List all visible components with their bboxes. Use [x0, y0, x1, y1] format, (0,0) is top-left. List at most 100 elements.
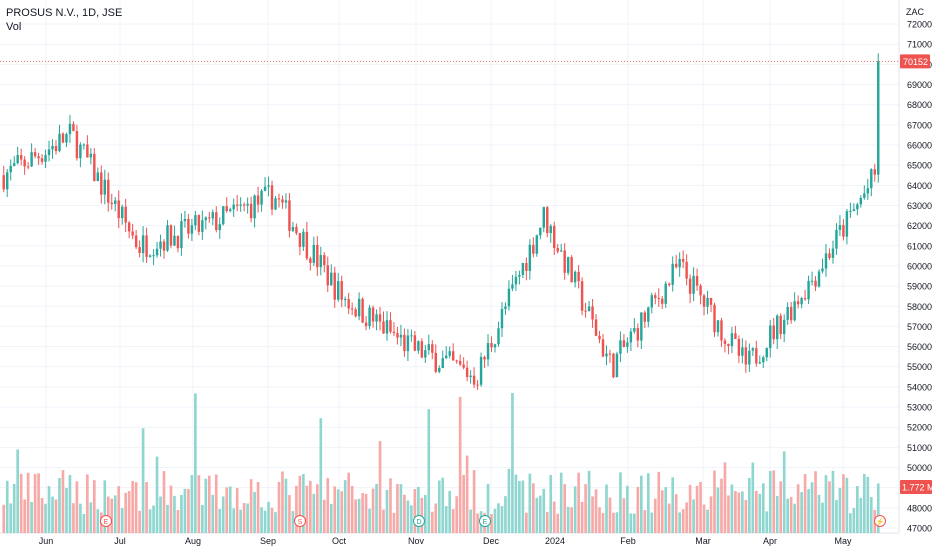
volume-bar — [580, 501, 584, 533]
volume-bar — [434, 503, 438, 533]
volume-bar — [727, 495, 730, 533]
candle-body — [284, 200, 288, 203]
candle-body — [626, 342, 629, 347]
volume-bar — [194, 393, 197, 533]
candle-body — [389, 320, 392, 332]
y-tick-label: 66000 — [907, 141, 932, 151]
candle-body — [559, 250, 563, 252]
candle-body — [476, 384, 479, 386]
candle-body — [580, 281, 584, 311]
volume-bar — [173, 495, 176, 533]
volume-bar — [309, 480, 312, 533]
y-tick-label: 55000 — [907, 362, 932, 372]
volume-bar — [148, 509, 152, 533]
volume-bar — [507, 468, 511, 533]
candle-body — [134, 235, 138, 248]
candle-body — [699, 285, 702, 296]
volume-label: Vol — [6, 21, 22, 33]
candle-body — [323, 255, 326, 266]
candle-body — [723, 340, 727, 344]
volume-bar — [319, 418, 323, 533]
volume-bar — [47, 486, 51, 533]
volume-bar — [124, 492, 128, 533]
volume-bar — [817, 494, 821, 533]
candle-body — [511, 284, 514, 289]
x-tick-label: 2024 — [545, 536, 565, 546]
candle-body — [500, 308, 504, 329]
volume-bar — [159, 496, 162, 533]
candle-body — [176, 235, 180, 249]
volume-bar — [660, 490, 664, 533]
candle-body — [716, 320, 720, 333]
volume-bar — [674, 494, 678, 533]
candle-body — [89, 153, 93, 158]
volume-bar — [709, 496, 713, 533]
volume-bar — [197, 475, 201, 533]
volume-bar — [288, 495, 291, 533]
candle-body — [180, 221, 183, 249]
volume-bar — [486, 484, 490, 533]
volume-bar — [737, 492, 741, 533]
candle-body — [601, 339, 605, 357]
candle-body — [730, 333, 734, 347]
x-tick-label: Dec — [483, 536, 500, 546]
volume-bar — [587, 470, 591, 533]
candle-body — [800, 298, 803, 305]
event-marker-label: ⚡ — [876, 517, 885, 526]
x-tick-label: Jun — [39, 536, 54, 546]
candle-body — [127, 222, 131, 232]
candle-body — [535, 235, 539, 254]
volume-bar — [253, 491, 256, 533]
candle-body — [58, 133, 61, 152]
candle-body — [873, 169, 876, 175]
volume-bar — [61, 470, 65, 533]
volume-bar — [535, 497, 539, 533]
candle-body — [434, 352, 437, 372]
candle-body — [490, 343, 493, 348]
candle-body — [566, 257, 570, 273]
volume-bar — [842, 474, 845, 533]
volume-bar — [566, 506, 570, 533]
volume-bar — [545, 512, 549, 533]
volume-bar — [612, 512, 615, 533]
volume-bar — [713, 470, 716, 533]
volume-bar — [141, 428, 145, 533]
volume-bar — [779, 481, 783, 533]
candle-body — [159, 241, 162, 249]
x-tick-label: Mar — [695, 536, 711, 546]
candle-body — [605, 353, 608, 357]
volume-bar — [218, 508, 222, 533]
candle-body — [727, 343, 730, 347]
volume-bar — [608, 497, 612, 533]
volume-bar — [754, 490, 758, 533]
volume-bar — [500, 506, 504, 533]
volume-bar — [786, 498, 789, 533]
volume-bar — [577, 472, 580, 533]
last-price-badge — [900, 54, 930, 69]
candle-body — [354, 309, 357, 317]
volume-bar — [772, 470, 776, 533]
candle-body — [448, 351, 451, 356]
candle-body — [103, 179, 107, 195]
volume-bar — [869, 497, 873, 533]
y-tick-label: 63000 — [907, 201, 932, 211]
candle-body — [343, 299, 347, 301]
volume-bar — [86, 474, 89, 533]
volume-bar — [758, 493, 762, 533]
candle-body — [336, 281, 340, 300]
candle-body — [298, 233, 302, 247]
candle-body — [546, 207, 549, 234]
volume-bar — [40, 498, 44, 533]
volume-bar — [849, 513, 852, 533]
volume-bar — [138, 510, 141, 533]
volume-bar — [117, 486, 121, 533]
volume-bar — [33, 473, 37, 533]
volume-bar — [828, 481, 831, 533]
volume-bar — [291, 511, 295, 533]
volume-bar — [437, 480, 441, 533]
volume-bar — [260, 507, 263, 533]
candle-body — [852, 209, 856, 212]
volume-bar — [448, 491, 452, 533]
candle-body — [107, 179, 110, 203]
